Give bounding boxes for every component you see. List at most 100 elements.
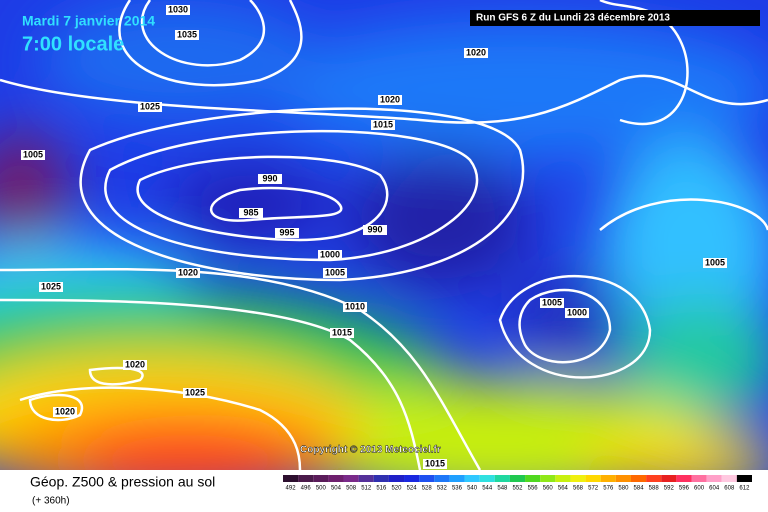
scale-swatch [343, 475, 359, 482]
scale-swatch [464, 475, 480, 482]
scale-swatch [691, 475, 707, 482]
isobar-label-bg [423, 459, 447, 469]
scale-swatch [615, 475, 631, 482]
scale-label: 604 [709, 486, 720, 492]
scale-label: 500 [316, 486, 327, 492]
copyright: Copyright © 2013 Meteociel.fr [300, 445, 441, 456]
scale-label: 612 [739, 486, 750, 492]
scale-swatch [298, 475, 314, 482]
isobar-label: 1030 [168, 4, 188, 14]
scale-label: 540 [467, 486, 478, 492]
date: Mardi 7 janvier 2014 [22, 13, 155, 29]
isobar-label: 1000 [567, 307, 587, 317]
isobar-label-bg [363, 225, 387, 235]
isobar-labels: 1030 1035 1025 1005 990 985 995 990 1000 1005 1020… [21, 4, 727, 469]
scale-swatch [600, 475, 616, 482]
color-scale: 492 496 500 504 508 512 516 520 524 528 532 536 540 5… [283, 475, 752, 492]
run-info: Run GFS 6 Z du Lundi 23 décembre 2013 [476, 13, 670, 24]
scale-swatch [540, 475, 556, 482]
isobar-label-bg [166, 5, 190, 15]
isobar-label: 1000 [320, 249, 340, 259]
isobar-label: 990 [262, 173, 277, 183]
isobar-label-bg [39, 282, 63, 292]
isobar-label: 990 [367, 224, 382, 234]
scale-label: 600 [694, 486, 705, 492]
isobar-label: 1015 [373, 119, 393, 129]
isobar-label: 1025 [140, 101, 160, 111]
scale-label: 496 [301, 486, 312, 492]
isobar-label-bg [323, 268, 347, 278]
scale-swatch [479, 475, 495, 482]
isobar-label: 985 [243, 207, 258, 217]
scale-swatch [434, 475, 450, 482]
isobar-label: 1020 [466, 47, 486, 57]
isobar-label: 1025 [185, 387, 205, 397]
isobar-label: 1005 [705, 257, 725, 267]
scale-label: 516 [376, 486, 387, 492]
scale-label: 520 [391, 486, 402, 492]
isobar-label-bg [703, 258, 727, 268]
isobar-label: 995 [279, 227, 294, 237]
isobar-label: 1020 [380, 94, 400, 104]
scale-label: 580 [618, 486, 629, 492]
scale-label: 544 [482, 486, 493, 492]
isobar-label: 1020 [178, 267, 198, 277]
isobar-label: 1005 [542, 297, 562, 307]
isobar-label: 1005 [23, 149, 43, 159]
isobar-label-bg [239, 208, 263, 218]
isobar-label: 1015 [332, 327, 352, 337]
scale-swatch [706, 475, 722, 482]
scale-swatch [585, 475, 601, 482]
scale-swatch [313, 475, 329, 482]
scale-label: 556 [528, 486, 539, 492]
scale-label: 584 [634, 486, 645, 492]
isobar-label-bg [275, 228, 299, 238]
scale-label: 512 [361, 486, 372, 492]
isobar-label-bg [464, 48, 488, 58]
isobar-label: 1015 [425, 458, 445, 468]
scale-label: 524 [407, 486, 418, 492]
scale-swatch [570, 475, 586, 482]
scale-label: 548 [497, 486, 508, 492]
map-field [0, 0, 768, 470]
isobar-label-bg [258, 174, 282, 184]
scale-swatch [661, 475, 677, 482]
scale-swatch [721, 475, 737, 482]
isobar-label-bg [138, 102, 162, 112]
scale-swatch [404, 475, 420, 482]
isobar-label-bg [176, 268, 200, 278]
isobar-label: 1010 [345, 301, 365, 311]
scale-label: 588 [649, 486, 660, 492]
isobar-label-bg [123, 360, 147, 370]
scale-swatch [449, 475, 465, 482]
time: 7:00 locale [22, 33, 124, 55]
run-box [470, 10, 760, 26]
isobar-label-bg [371, 120, 395, 130]
isobar-label-bg [378, 95, 402, 105]
isobar-label: 1020 [55, 406, 75, 416]
scale-label: 564 [558, 486, 569, 492]
scale-label: 576 [603, 486, 614, 492]
scale-label: 560 [543, 486, 554, 492]
scale-swatch [676, 475, 692, 482]
scale-label: 532 [437, 486, 448, 492]
scale-label: 536 [452, 486, 463, 492]
scale-label: 608 [724, 486, 735, 492]
isobar-label-bg [330, 328, 354, 338]
isobar-label-bg [53, 407, 77, 417]
scale-label: 596 [679, 486, 690, 492]
scale-label: 492 [286, 486, 297, 492]
isobar-label-bg [318, 250, 342, 260]
isobar-label: 1020 [125, 359, 145, 369]
isobar-label: 1005 [325, 267, 345, 277]
scale-swatch [494, 475, 510, 482]
isobar-label-bg [540, 298, 564, 308]
scale-label: 592 [664, 486, 675, 492]
legend-subtitle: (+ 360h) [32, 496, 70, 507]
scale-label: 568 [573, 486, 584, 492]
scale-swatch [328, 475, 344, 482]
scale-swatch [373, 475, 389, 482]
scale-label: 504 [331, 486, 342, 492]
isobar-label-bg [343, 302, 367, 312]
isobar-label: 1025 [41, 281, 61, 291]
